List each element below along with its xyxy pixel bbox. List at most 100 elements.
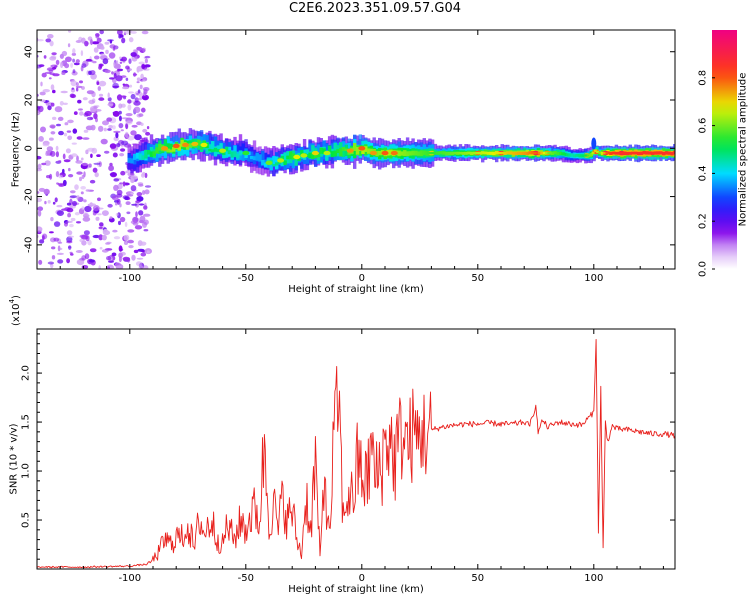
ridge-segment	[361, 150, 365, 154]
noise-speckle	[32, 66, 35, 70]
ridge-core	[538, 151, 542, 155]
ridge-core	[480, 151, 484, 155]
noise-speckle	[138, 61, 145, 65]
ridge-segment	[135, 152, 140, 159]
ridge-core	[582, 154, 586, 157]
noise-speckle	[57, 182, 65, 186]
noise-speckle	[61, 71, 66, 75]
y-tick-label: 1.5	[21, 414, 32, 430]
noise-speckle	[143, 205, 148, 210]
ridge-core	[621, 151, 625, 155]
noise-speckle	[55, 145, 59, 151]
noise-speckle	[109, 143, 117, 149]
y-tick-label: 1.0	[21, 463, 32, 479]
ridge-segment	[314, 152, 318, 159]
x-tick-label: 100	[584, 573, 603, 584]
noise-speckle	[49, 137, 54, 141]
ridge-core	[568, 153, 572, 157]
noise-speckle	[84, 110, 92, 117]
noise-speckle	[89, 248, 97, 253]
noise-speckle	[107, 128, 112, 131]
ridge-peak	[300, 153, 308, 158]
ridge-segment	[403, 150, 407, 157]
noise-speckle	[92, 60, 97, 64]
ridge-core	[463, 151, 467, 155]
noise-speckle	[93, 106, 98, 109]
noise-speckle	[104, 150, 110, 154]
ridge-core	[484, 151, 488, 155]
noise-speckle	[144, 185, 152, 188]
noise-speckle	[49, 56, 57, 61]
noise-speckle	[51, 246, 56, 250]
noise-speckle	[93, 47, 99, 53]
ridge-segment	[378, 151, 382, 156]
ridge-core	[468, 151, 472, 155]
noise-speckle	[142, 128, 148, 133]
ridge-core	[422, 151, 426, 155]
ridge-core	[508, 151, 511, 155]
noise-speckle	[115, 132, 119, 139]
noise-speckle	[81, 206, 85, 211]
ridge-peak	[358, 146, 366, 151]
ridge-segment	[330, 151, 335, 158]
ridge-segment	[389, 149, 393, 156]
ridge-segment	[144, 149, 148, 159]
ridge-segment	[222, 150, 226, 156]
noise-speckle	[116, 94, 123, 101]
ridge-peak	[390, 150, 398, 156]
noise-speckle	[143, 229, 149, 232]
ridge-segment	[341, 148, 346, 158]
noise-speckle	[127, 104, 132, 111]
ridge-core	[640, 151, 644, 155]
ridge-segment	[211, 149, 215, 153]
noise-speckle	[127, 239, 134, 244]
ridge-segment	[233, 151, 237, 158]
ridge-peak	[311, 150, 319, 156]
ridge-spike	[591, 137, 597, 150]
noise-speckle	[76, 136, 83, 140]
noise-speckle	[76, 195, 80, 200]
ridge-segment	[130, 158, 134, 164]
noise-speckle	[127, 99, 132, 104]
noise-speckle	[39, 239, 45, 244]
ridge-segment	[166, 148, 170, 153]
ridge-core	[556, 151, 560, 155]
ridge-core	[424, 151, 428, 155]
noise-speckle	[31, 111, 35, 116]
ridge-peak	[182, 142, 189, 148]
noise-speckle	[128, 91, 134, 94]
noise-speckle	[97, 213, 102, 216]
ridge-core	[528, 151, 532, 155]
noise-speckle	[79, 111, 84, 116]
ridge-core	[605, 151, 609, 155]
noise-speckle	[75, 59, 80, 64]
ridge-core	[533, 151, 537, 155]
noise-speckle	[144, 64, 151, 68]
noise-speckle	[117, 30, 123, 36]
ridge-core	[607, 151, 611, 155]
noise-speckle	[106, 117, 113, 122]
ridge-core	[654, 151, 658, 155]
noise-speckle	[136, 98, 143, 101]
noise-speckle	[47, 261, 55, 265]
noise-speckle	[136, 92, 139, 96]
noise-speckle	[109, 216, 113, 220]
ridge-segment	[213, 136, 218, 153]
ridge-segment	[169, 143, 173, 153]
ridge-core	[566, 153, 569, 156]
noise-speckle	[64, 222, 68, 227]
noise-speckle	[40, 81, 43, 87]
ridge-core	[661, 151, 665, 155]
ridge-core	[524, 151, 528, 155]
noise-speckle	[141, 63, 146, 69]
noise-speckle	[52, 201, 56, 205]
noise-speckle	[106, 241, 112, 244]
noise-speckle	[102, 120, 109, 126]
noise-speckle	[50, 125, 56, 129]
noise-speckle	[93, 162, 101, 165]
ridge-peak	[219, 148, 227, 153]
noise-speckle	[113, 45, 119, 50]
noise-speckle	[50, 131, 56, 135]
noise-speckle	[67, 43, 71, 48]
noise-speckle	[56, 210, 64, 217]
